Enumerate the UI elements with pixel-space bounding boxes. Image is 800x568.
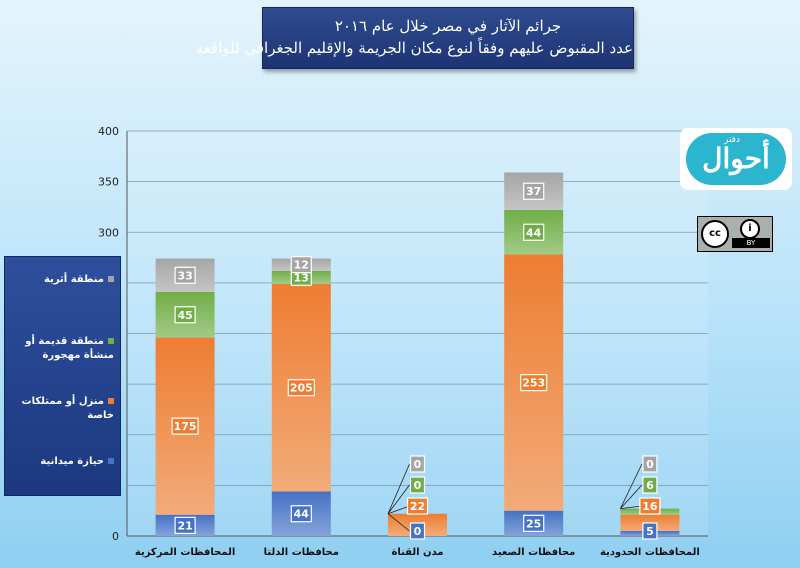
chart-subtitle: عدد المقبوض عليهم وفقاً لنوع مكان الجريم… <box>195 39 633 57</box>
leader-line <box>620 463 643 509</box>
x-category-label: محافظات الدلتا <box>264 547 339 558</box>
data-label-box <box>287 379 315 397</box>
legend-item-private-property: منزل أو ممتلكات خاصة <box>21 396 114 421</box>
data-label: 22 <box>410 500 425 513</box>
data-label-box <box>409 455 426 473</box>
cc-license-badge: cc i BY <box>697 216 773 252</box>
chart-title: جرائم الآثار في مصر خلال عام ٢٠١٦ <box>334 17 562 35</box>
data-label-box <box>174 266 196 284</box>
data-label: 0 <box>414 479 422 492</box>
leader-line <box>620 505 642 510</box>
data-label-box <box>409 476 426 494</box>
data-label: 12 <box>294 259 309 272</box>
legend-item-field-possession: حيازة ميدانية <box>6 455 114 469</box>
legend-swatch <box>108 338 114 344</box>
y-tick-label: 300 <box>98 226 119 239</box>
leader-line <box>387 484 410 514</box>
data-label: 37 <box>526 185 541 198</box>
data-label: 5 <box>646 525 654 538</box>
cc-by-label: BY <box>732 238 770 248</box>
legend-swatch <box>108 458 114 464</box>
data-label: 0 <box>414 458 422 471</box>
logo: دفتر أحوال <box>680 128 792 190</box>
legend: منطقة أثرية منطقة قديمة أو منشأة مهجورة … <box>4 256 121 496</box>
person-icon: i <box>740 219 760 239</box>
chart-title-box: جرائم الآثار في مصر خلال عام ٢٠١٦ عدد ال… <box>195 7 634 69</box>
data-label-box <box>406 497 429 515</box>
leader-line <box>387 505 410 515</box>
data-label-box <box>642 455 658 473</box>
data-label-box <box>290 256 312 274</box>
data-label: 175 <box>174 420 197 433</box>
data-label: 6 <box>646 479 654 492</box>
data-label: 16 <box>642 500 658 513</box>
y-tick-label: 400 <box>98 125 119 138</box>
legend-item-old-area: منطقة قديمة أو منشأة مهجورة <box>25 336 114 361</box>
legend-swatch <box>108 398 114 404</box>
leader-line <box>620 484 643 509</box>
data-label: 13 <box>294 271 309 284</box>
y-tick-label: 350 <box>98 176 119 189</box>
data-label: 0 <box>646 458 654 471</box>
data-label: 21 <box>177 519 192 532</box>
x-category-label: المحافظات الحدودية <box>600 547 700 558</box>
x-category-label: مدن القناة <box>391 547 443 558</box>
x-category-label: المحافظات المركزية <box>135 547 235 558</box>
data-label: 205 <box>290 382 313 395</box>
data-label-box <box>639 497 661 515</box>
data-label: 44 <box>294 508 310 521</box>
data-label-box <box>523 182 545 200</box>
data-label-box <box>174 306 196 324</box>
data-label: 253 <box>522 377 545 390</box>
data-label-box <box>642 522 658 540</box>
data-label-box <box>523 223 545 241</box>
data-label-box <box>523 514 545 532</box>
data-label-box <box>174 516 196 534</box>
y-tick-label: 0 <box>112 530 119 543</box>
cc-icon: cc <box>701 220 729 248</box>
data-label-box <box>642 476 658 494</box>
leader-line <box>387 463 410 514</box>
data-label-box <box>290 505 312 523</box>
data-label-box <box>409 522 426 540</box>
data-label-box <box>520 374 548 392</box>
legend-item-archaeological-site: منطقة أثرية <box>6 273 114 287</box>
data-label: 33 <box>177 269 192 282</box>
data-label: 25 <box>526 517 541 530</box>
data-label: 0 <box>414 525 422 538</box>
data-label: 44 <box>526 226 542 239</box>
data-label: 45 <box>177 309 192 322</box>
data-label-box <box>171 417 199 435</box>
logo-bubble: دفتر أحوال <box>686 133 786 185</box>
legend-swatch <box>108 276 114 282</box>
x-category-label: محافظات الصعيد <box>492 547 575 558</box>
leader-line <box>387 513 410 532</box>
